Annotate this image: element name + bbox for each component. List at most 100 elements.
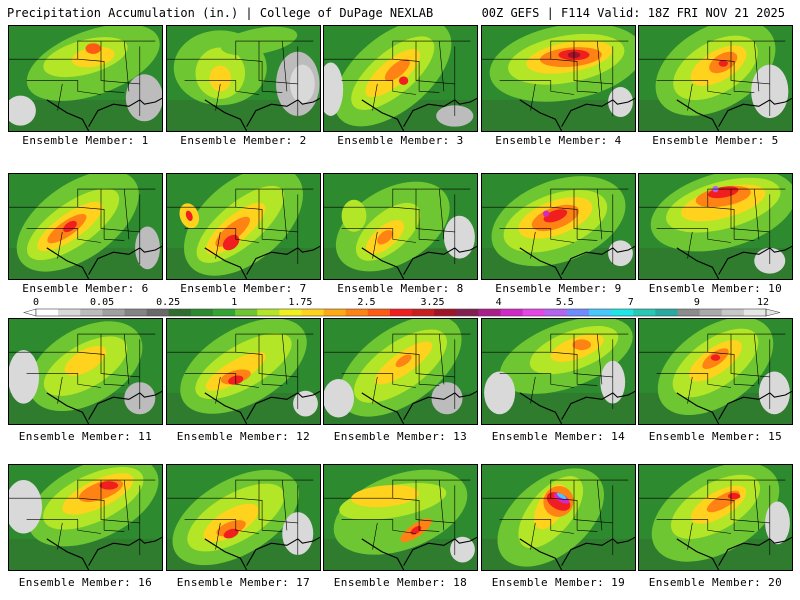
map-frame bbox=[323, 318, 478, 425]
member-map-svg-1 bbox=[8, 25, 163, 132]
state-border bbox=[530, 83, 536, 111]
state-border bbox=[57, 522, 63, 550]
colorbar-swatch bbox=[522, 309, 546, 316]
coastline bbox=[361, 245, 478, 280]
member-map-svg-12 bbox=[166, 318, 321, 425]
precip-contour bbox=[215, 216, 250, 247]
state-border bbox=[577, 530, 598, 532]
member-caption-12: Ensemble Member: 12 bbox=[176, 430, 311, 443]
state-border bbox=[8, 40, 156, 60]
colorbar-swatch bbox=[301, 309, 324, 316]
member-map-7 bbox=[166, 173, 321, 280]
map-frame bbox=[8, 318, 163, 425]
colorbar-tick-label: 12 bbox=[756, 297, 770, 308]
precip-contour bbox=[125, 74, 163, 122]
map-frame bbox=[481, 25, 636, 132]
precip-contour bbox=[572, 339, 592, 351]
state-border bbox=[124, 189, 130, 240]
precip-contour bbox=[395, 354, 412, 368]
state-border bbox=[282, 189, 288, 240]
state-border bbox=[577, 91, 598, 93]
member-map-13 bbox=[323, 318, 478, 425]
member-map-2 bbox=[166, 25, 321, 132]
state-border bbox=[597, 189, 603, 240]
state-border bbox=[499, 373, 575, 388]
colorbar-min-arrow bbox=[22, 308, 37, 317]
state-border bbox=[597, 334, 603, 385]
state-border bbox=[481, 479, 629, 499]
coastline bbox=[204, 390, 321, 425]
state-border bbox=[530, 522, 536, 550]
member-map-8 bbox=[323, 173, 478, 280]
state-border bbox=[235, 351, 263, 385]
map-frame bbox=[8, 464, 163, 571]
member-map-svg-3 bbox=[323, 25, 478, 132]
colorbar-swatch bbox=[389, 309, 413, 316]
state-border bbox=[730, 334, 770, 378]
state-border bbox=[415, 189, 455, 233]
precip-contour bbox=[216, 520, 246, 537]
colorbar bbox=[22, 308, 781, 317]
member-caption-4: Ensemble Member: 4 bbox=[495, 134, 622, 147]
state-border bbox=[26, 228, 102, 243]
member-map-svg-20 bbox=[638, 464, 793, 571]
state-border bbox=[8, 479, 156, 499]
colorbar-swatch bbox=[367, 309, 391, 316]
colorbar-swatch bbox=[168, 309, 192, 316]
colorbar-swatch bbox=[611, 309, 634, 316]
member-map-16 bbox=[8, 464, 163, 571]
state-border bbox=[392, 351, 420, 385]
state-border bbox=[499, 228, 575, 243]
precip-contour bbox=[384, 58, 410, 82]
precip-contour bbox=[718, 60, 728, 67]
state-border bbox=[392, 58, 420, 92]
state-border bbox=[419, 239, 440, 241]
member-map-10 bbox=[638, 173, 793, 280]
state-border bbox=[124, 41, 130, 92]
member-caption-2: Ensemble Member: 2 bbox=[180, 134, 307, 147]
colorbar-tick-label: 3.25 bbox=[420, 297, 445, 308]
coastline bbox=[676, 390, 793, 425]
colorbar-tick-label: 0 bbox=[32, 297, 40, 308]
member-map-6 bbox=[8, 173, 163, 280]
map-frame bbox=[481, 318, 636, 425]
precip-contour bbox=[765, 501, 790, 545]
state-border bbox=[707, 58, 735, 92]
state-border bbox=[184, 228, 260, 243]
state-border bbox=[77, 206, 105, 240]
state-border bbox=[392, 497, 420, 531]
member-caption-18: Ensemble Member: 18 bbox=[333, 576, 468, 589]
map-frame bbox=[638, 464, 793, 571]
state-border bbox=[687, 522, 693, 550]
state-border bbox=[638, 333, 786, 353]
colorbar-swatch bbox=[412, 309, 435, 316]
state-border bbox=[439, 41, 445, 92]
state-border bbox=[100, 480, 140, 524]
precip-contour bbox=[710, 354, 721, 361]
state-border bbox=[573, 480, 613, 524]
colorbar-tick-label: 1.75 bbox=[288, 297, 313, 308]
coastline bbox=[519, 245, 636, 280]
precip-contour bbox=[63, 220, 77, 233]
member-map-svg-18 bbox=[323, 464, 478, 571]
member-caption-1: Ensemble Member: 1 bbox=[22, 134, 149, 147]
state-border bbox=[235, 497, 263, 531]
colorbar-swatch bbox=[235, 309, 258, 316]
state-border bbox=[499, 519, 575, 534]
member-map-svg-14 bbox=[481, 318, 636, 425]
state-border bbox=[597, 41, 603, 92]
colorbar-swatch bbox=[566, 309, 590, 316]
state-border bbox=[687, 376, 693, 404]
state-border bbox=[656, 228, 732, 243]
state-border bbox=[26, 373, 102, 388]
colorbar-swatch bbox=[500, 309, 524, 316]
colorbar-tick-label: 4 bbox=[495, 297, 502, 308]
member-map-svg-13 bbox=[323, 318, 478, 425]
state-border bbox=[550, 206, 578, 240]
colorbar-swatch bbox=[190, 309, 214, 316]
member-map-svg-4 bbox=[481, 25, 636, 132]
state-border bbox=[100, 41, 140, 85]
state-border bbox=[415, 334, 455, 378]
state-border bbox=[341, 519, 417, 534]
coastline bbox=[46, 390, 163, 425]
